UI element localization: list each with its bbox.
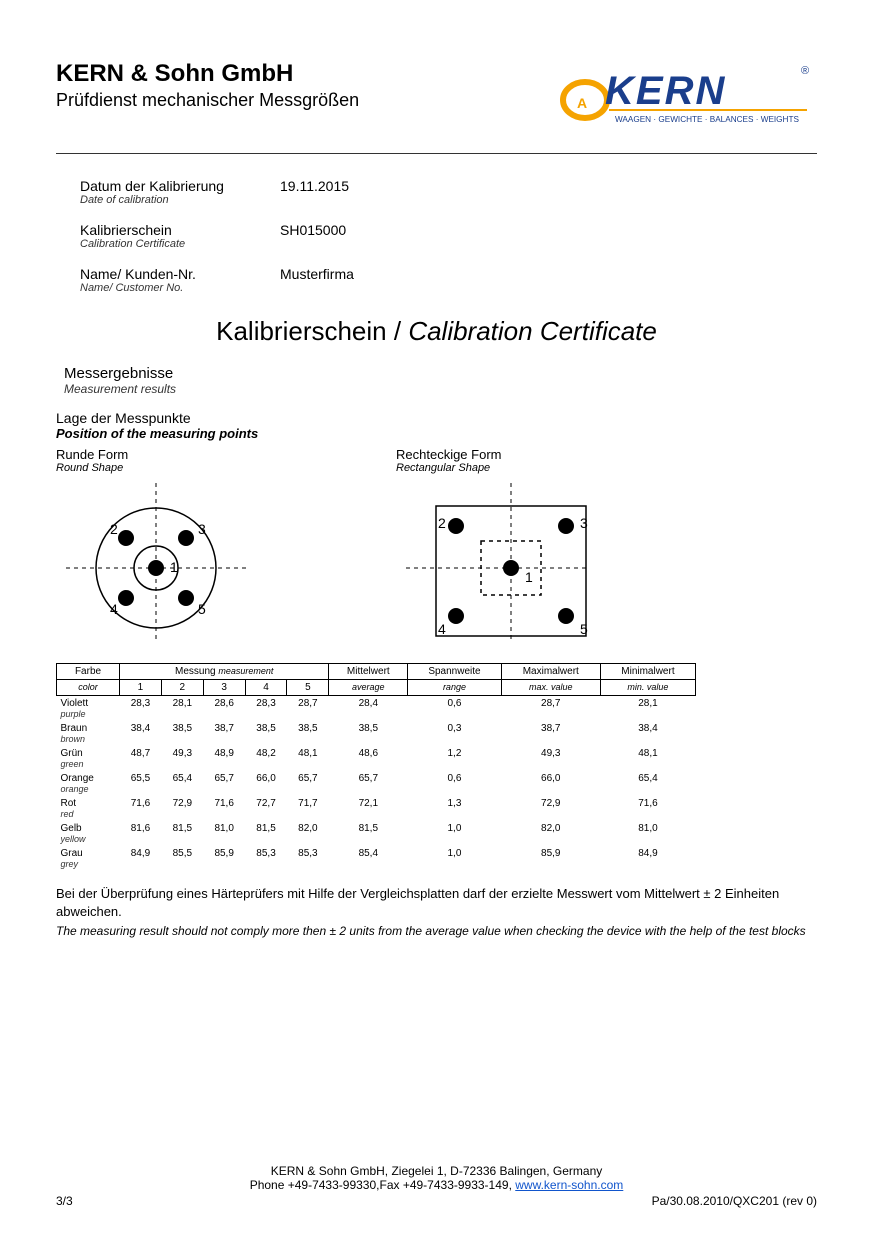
logo-tagline: WAAGEN · GEWICHTE · BALANCES · WEIGHTS: [615, 115, 799, 124]
svg-text:5: 5: [580, 621, 588, 637]
footer: KERN & Sohn GmbH, Ziegelei 1, D-72336 Ba…: [56, 1164, 817, 1208]
position-en: Position of the measuring points: [56, 426, 817, 441]
doc-title: Kalibrierschein / Calibration Certificat…: [56, 316, 817, 347]
round-en: Round Shape: [56, 462, 256, 474]
separator: [56, 153, 817, 154]
position-de: Lage der Messpunkte: [56, 410, 817, 426]
note-en: The measuring result should not comply m…: [56, 924, 817, 940]
section-position: Lage der Messpunkte Position of the meas…: [56, 410, 817, 441]
results-de: Messergebnisse: [64, 365, 817, 382]
table-row: Gelbyellow81,681,581,081,582,081,51,082,…: [57, 821, 696, 846]
table-row: Rotred71,672,971,672,771,772,11,372,971,…: [57, 796, 696, 821]
header-text: KERN & Sohn GmbH Prüfdienst mechanischer…: [56, 60, 359, 111]
measurement-table: FarbeMessung measurementMittelwertSpannw…: [56, 663, 696, 871]
meta-cert-en: Calibration Certificate: [80, 238, 280, 250]
kern-logo-icon: A KERN ® WAAGEN · GEWICHTE · BALANCES · …: [557, 60, 817, 130]
meta-date-value: 19.11.2015: [280, 178, 349, 206]
table-row: Violettpurple28,328,128,628,328,728,40,6…: [57, 696, 696, 722]
svg-text:4: 4: [438, 621, 446, 637]
svg-text:®: ®: [801, 65, 809, 77]
meta-row-date: Datum der Kalibrierung Date of calibrati…: [80, 178, 817, 206]
svg-text:2: 2: [438, 515, 446, 531]
svg-text:1: 1: [525, 569, 533, 585]
svg-text:3: 3: [198, 521, 206, 537]
rect-de: Rechteckige Form: [396, 447, 596, 462]
rect-diagram: 1 2 3 4 5: [396, 478, 596, 648]
page: KERN & Sohn GmbH Prüfdienst mechanischer…: [0, 0, 873, 1236]
rect-en: Rectangular Shape: [396, 462, 596, 474]
meta-row-cert: Kalibrierschein Calibration Certificate …: [80, 222, 817, 250]
svg-text:5: 5: [198, 601, 206, 617]
footer-link[interactable]: www.kern-sohn.com: [515, 1178, 623, 1192]
svg-text:3: 3: [580, 515, 588, 531]
footer-ref: Pa/30.08.2010/QXC201 (rev 0): [652, 1194, 817, 1208]
svg-text:4: 4: [110, 601, 118, 617]
section-results: Messergebnisse Measurement results: [64, 365, 817, 396]
footer-phone: Phone +49-7433-99330,Fax +49-7433-9933-1…: [56, 1178, 817, 1192]
round-de: Runde Form: [56, 447, 256, 462]
meta-cert-value: SH015000: [280, 222, 346, 250]
shapes-row: Runde Form Round Shape 1 2 3 4 5 Rechteckige…: [56, 447, 817, 653]
round-diagram: 1 2 3 4 5: [56, 478, 256, 648]
company-name: KERN & Sohn GmbH: [56, 60, 359, 88]
meta-block: Datum der Kalibrierung Date of calibrati…: [56, 178, 817, 294]
footer-addr: KERN & Sohn GmbH, Ziegelei 1, D-72336 Ba…: [56, 1164, 817, 1178]
logo: A KERN ® WAAGEN · GEWICHTE · BALANCES · …: [557, 60, 817, 135]
meta-date-de: Datum der Kalibrierung: [80, 178, 280, 194]
meta-name-value: Musterfirma: [280, 266, 354, 294]
round-shape-col: Runde Form Round Shape 1 2 3 4 5: [56, 447, 256, 653]
svg-text:KERN: KERN: [605, 69, 726, 113]
footer-page: 3/3: [56, 1194, 73, 1208]
company-subtitle: Prüfdienst mechanischer Messgrößen: [56, 90, 359, 111]
table-row: Braunbrown38,438,538,738,538,538,50,338,…: [57, 721, 696, 746]
meta-name-de: Name/ Kunden-Nr.: [80, 266, 280, 282]
doc-title-de: Kalibrierschein: [216, 316, 387, 346]
table-row: Orangeorange65,565,465,766,065,765,70,66…: [57, 771, 696, 796]
meta-name-en: Name/ Customer No.: [80, 282, 280, 294]
svg-text:2: 2: [110, 521, 118, 537]
header: KERN & Sohn GmbH Prüfdienst mechanischer…: [56, 60, 817, 135]
note-de: Bei der Überprüfung eines Härteprüfers m…: [56, 885, 817, 920]
rect-shape-col: Rechteckige Form Rectangular Shape 1 2 3 4 5: [396, 447, 596, 653]
svg-text:A: A: [577, 95, 587, 111]
svg-text:1: 1: [170, 559, 178, 575]
meta-cert-de: Kalibrierschein: [80, 222, 280, 238]
table-row: Graugrey84,985,585,985,385,385,41,085,98…: [57, 846, 696, 871]
meta-row-name: Name/ Kunden-Nr. Name/ Customer No. Must…: [80, 266, 817, 294]
table-row: Grüngreen48,749,348,948,248,148,61,249,3…: [57, 746, 696, 771]
meta-date-en: Date of calibration: [80, 194, 280, 206]
results-en: Measurement results: [64, 382, 817, 396]
doc-title-en: Calibration Certificate: [408, 316, 657, 346]
